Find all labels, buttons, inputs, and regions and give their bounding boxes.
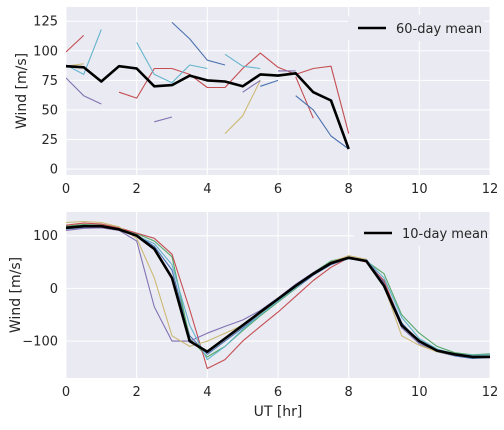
x-tick-label: 8: [345, 182, 353, 197]
y-axis-label: Wind [m/s]: [8, 257, 24, 333]
series-group: [66, 220, 490, 370]
x-tick-label: 10: [411, 182, 428, 197]
x-tick-label: 12: [482, 182, 499, 197]
series-line: [171, 21, 226, 66]
mean-line: [66, 224, 490, 359]
bottom-wind-panel: 0 2 4 6 8 10 12 −100 0 100 Wind [m/s] UT [hr] 10-day…: [8, 212, 498, 420]
y-tick-label: 75: [41, 74, 58, 89]
y-tick-label: 25: [41, 133, 58, 148]
top-wind-panel: 0 2 4 6 8 10 12 0 25 50 75 100 125 Wind [m/s] 60-day m…: [14, 7, 498, 197]
y-tick-label: 0: [50, 163, 58, 178]
legend: 60-day mean: [348, 15, 484, 41]
series-line: [242, 79, 261, 93]
series-line: [66, 77, 102, 105]
series-line: [118, 52, 350, 134]
series-line: [224, 80, 261, 134]
x-tick-label: 6: [274, 385, 282, 400]
series-line: [136, 42, 208, 84]
x-tick-label: 0: [62, 385, 70, 400]
legend-label: 60-day mean: [396, 22, 482, 37]
x-tick-label: 4: [203, 182, 211, 197]
legend-label: 10-day mean: [402, 227, 488, 242]
legend: 10-day mean: [354, 220, 488, 246]
series-line: [295, 95, 350, 150]
x-tick-label: 0: [62, 182, 70, 197]
series-group: [66, 21, 350, 150]
legend-box: [348, 15, 484, 41]
y-tick-label: 0: [50, 282, 58, 297]
x-tick-label: 2: [133, 385, 141, 400]
mean-line: [66, 64, 350, 150]
series-line: [260, 79, 279, 87]
x-tick-label: 6: [274, 182, 282, 197]
y-axis-label: Wind [m/s]: [14, 53, 30, 129]
x-tick-label: 12: [482, 385, 499, 400]
legend-box: [354, 220, 484, 246]
series-line: [154, 116, 173, 123]
series-line: [66, 29, 102, 75]
y-tick-label: −100: [22, 335, 58, 350]
x-tick-label: 2: [133, 182, 141, 197]
x-axis-label: UT [hr]: [254, 404, 303, 420]
x-tick-label: 4: [203, 385, 211, 400]
y-tick-label: 100: [33, 229, 58, 244]
series-line: [224, 53, 261, 70]
x-tick-label: 10: [411, 385, 428, 400]
y-tick-label: 125: [33, 15, 58, 30]
series-line: [66, 34, 85, 53]
y-tick-label: 100: [33, 44, 58, 59]
x-tick-label: 8: [345, 385, 353, 400]
y-tick-label: 50: [41, 103, 58, 118]
series-line: [295, 76, 314, 119]
